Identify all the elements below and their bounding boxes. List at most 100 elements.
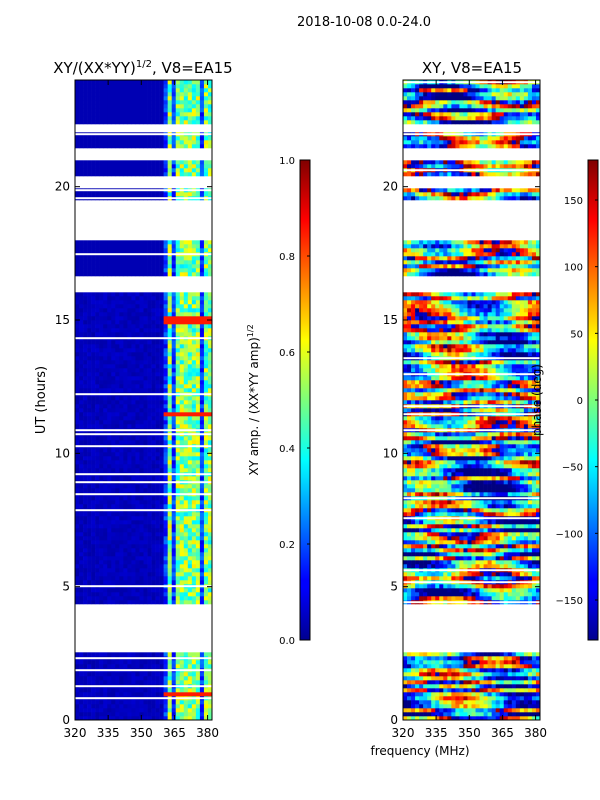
heatmap-cell — [79, 340, 84, 345]
heatmap-cell — [99, 484, 104, 489]
heatmap-gap-row — [75, 612, 212, 617]
heatmap-cell — [147, 460, 152, 465]
heatmap-cell — [87, 708, 92, 713]
heatmap-cell — [195, 120, 201, 125]
heatmap-cell — [191, 708, 197, 713]
heatmap-cell — [455, 668, 460, 673]
heatmap-cell — [207, 316, 213, 321]
heatmap-cell — [135, 164, 140, 169]
heatmap-cell — [131, 344, 136, 349]
heatmap-cell — [499, 672, 505, 677]
heatmap-cell — [83, 440, 88, 445]
heatmap-cell — [127, 528, 132, 533]
heatmap-cell — [127, 676, 132, 681]
heatmap-cell — [79, 312, 84, 317]
heatmap-cell — [155, 560, 160, 565]
heatmap-cell — [115, 372, 120, 377]
heatmap-cell — [147, 380, 152, 385]
heatmap-cell — [103, 304, 108, 309]
heatmap-cell — [151, 524, 156, 529]
heatmap-cell — [199, 588, 205, 593]
heatmap-cell — [151, 560, 156, 565]
heatmap-cell — [83, 704, 88, 709]
heatmap-cell — [159, 352, 164, 357]
heatmap-cell — [151, 420, 156, 425]
heatmap-gap-row — [403, 604, 540, 609]
heatmap-cell — [535, 688, 541, 693]
heatmap-cell — [87, 536, 92, 541]
heatmap-cell — [139, 676, 144, 681]
heatmap-cell — [535, 680, 541, 685]
heatmap-cell — [79, 308, 84, 313]
heatmap-cell — [103, 564, 108, 569]
heatmap-cell — [499, 676, 505, 681]
heatmap-cell — [419, 708, 424, 713]
heatmap-cell — [147, 580, 152, 585]
heatmap-cell — [403, 676, 408, 681]
heatmap-cell — [179, 520, 185, 525]
heatmap-cell — [207, 564, 213, 569]
heatmap-cell — [167, 532, 173, 537]
heatmap-cell — [163, 316, 168, 321]
heatmap-cell — [199, 108, 205, 113]
heatmap-cell — [83, 352, 88, 357]
heatmap-cell — [95, 164, 100, 169]
heatmap-cell — [107, 500, 112, 505]
heatmap-cell — [455, 716, 460, 721]
heatmap-cell — [183, 448, 189, 453]
heatmap-cell — [147, 552, 152, 557]
heatmap-cell — [203, 292, 209, 297]
heatmap-cell — [191, 120, 197, 125]
heatmap-cell — [139, 660, 144, 665]
heatmap-cell — [107, 596, 112, 601]
heatmap-cell — [127, 520, 132, 525]
heatmap-cell — [143, 580, 148, 585]
heatmap-cell — [403, 684, 408, 689]
heatmap-cell — [507, 712, 513, 717]
heatmap-cell — [103, 372, 108, 377]
heatmap-cell — [91, 660, 96, 665]
heatmap-cell — [155, 372, 160, 377]
heatmap-gap-row — [403, 616, 540, 621]
heatmap-cell — [83, 448, 88, 453]
heatmap-cell — [187, 468, 193, 473]
heatmap-cell — [195, 660, 201, 665]
heatmap-cell — [515, 696, 521, 701]
heatmap-cell — [91, 420, 96, 425]
heatmap-cell — [75, 712, 80, 717]
heatmap-cell — [415, 676, 420, 681]
heatmap-cell — [131, 164, 136, 169]
heatmap-cell — [119, 316, 124, 321]
heatmap-cell — [423, 712, 428, 717]
heatmap-cell — [119, 540, 124, 545]
heatmap-cell — [527, 664, 533, 669]
heatmap-cell — [119, 396, 124, 401]
heatmap-cell — [155, 552, 160, 557]
heatmap-cell — [403, 716, 408, 721]
heatmap-cell — [427, 660, 432, 665]
heatmap-cell — [95, 340, 100, 345]
heatmap-cell — [199, 160, 205, 165]
heatmap-cell — [187, 464, 193, 469]
heatmap-cell — [83, 296, 88, 301]
heatmap-cell — [187, 564, 193, 569]
heatmap-cell — [107, 452, 112, 457]
heatmap-cell — [111, 652, 116, 657]
heatmap-cell — [167, 244, 173, 249]
heatmap-cell — [107, 256, 112, 261]
heatmap-cell — [203, 692, 209, 697]
heatmap-cell — [151, 264, 156, 269]
heatmap-cell — [107, 312, 112, 317]
heatmap-cell — [183, 572, 189, 577]
heatmap-cell — [111, 516, 116, 521]
heatmap-cell — [79, 140, 84, 145]
heatmap-cell — [91, 332, 96, 337]
heatmap-cell — [119, 716, 124, 721]
heatmap-gap-row — [75, 640, 212, 645]
heatmap-cell — [87, 136, 92, 141]
heatmap-cell — [87, 368, 92, 373]
heatmap-cell — [115, 412, 120, 417]
heatmap-cell — [127, 412, 132, 417]
heatmap-cell — [131, 120, 136, 125]
heatmap-cell — [135, 700, 140, 705]
